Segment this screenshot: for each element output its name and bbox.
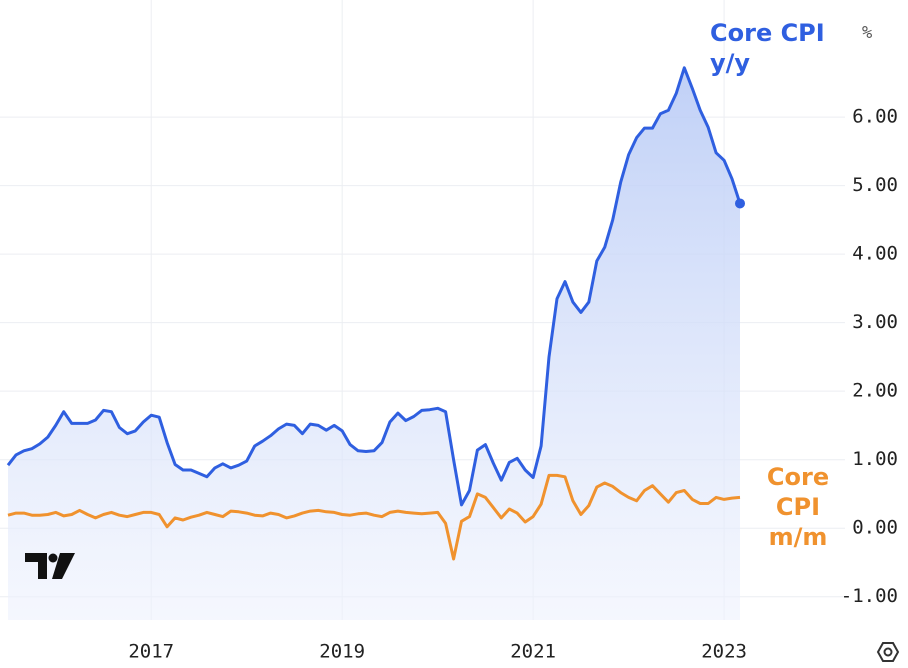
x-tick-label: 2021 bbox=[510, 641, 556, 663]
y-unit: % bbox=[862, 23, 872, 43]
settings-icon[interactable] bbox=[876, 642, 900, 662]
y-tick-label: 4.00 bbox=[852, 243, 898, 265]
y-tick-label: -1.00 bbox=[841, 585, 898, 607]
line bbox=[6, 66, 742, 507]
end-marker bbox=[735, 198, 745, 209]
y-tick-label: 2.00 bbox=[852, 380, 898, 402]
y-tick-label: 3.00 bbox=[852, 311, 898, 333]
y-tick-label: 6.00 bbox=[852, 106, 898, 128]
y-tick-label: 1.00 bbox=[852, 448, 898, 470]
y-tick-label: 5.00 bbox=[852, 174, 898, 196]
area bbox=[8, 67, 740, 621]
y-tick-label: 0.00 bbox=[852, 517, 898, 539]
line bbox=[7, 473, 741, 561]
series-label: Core CPI y/y bbox=[710, 19, 825, 77]
x-tick-label: 2019 bbox=[319, 641, 365, 663]
logo bbox=[25, 553, 75, 579]
x-tick-label: 2017 bbox=[128, 641, 174, 663]
series-label: Core CPI m/m bbox=[766, 463, 830, 551]
x-tick-label: 2023 bbox=[701, 641, 747, 663]
